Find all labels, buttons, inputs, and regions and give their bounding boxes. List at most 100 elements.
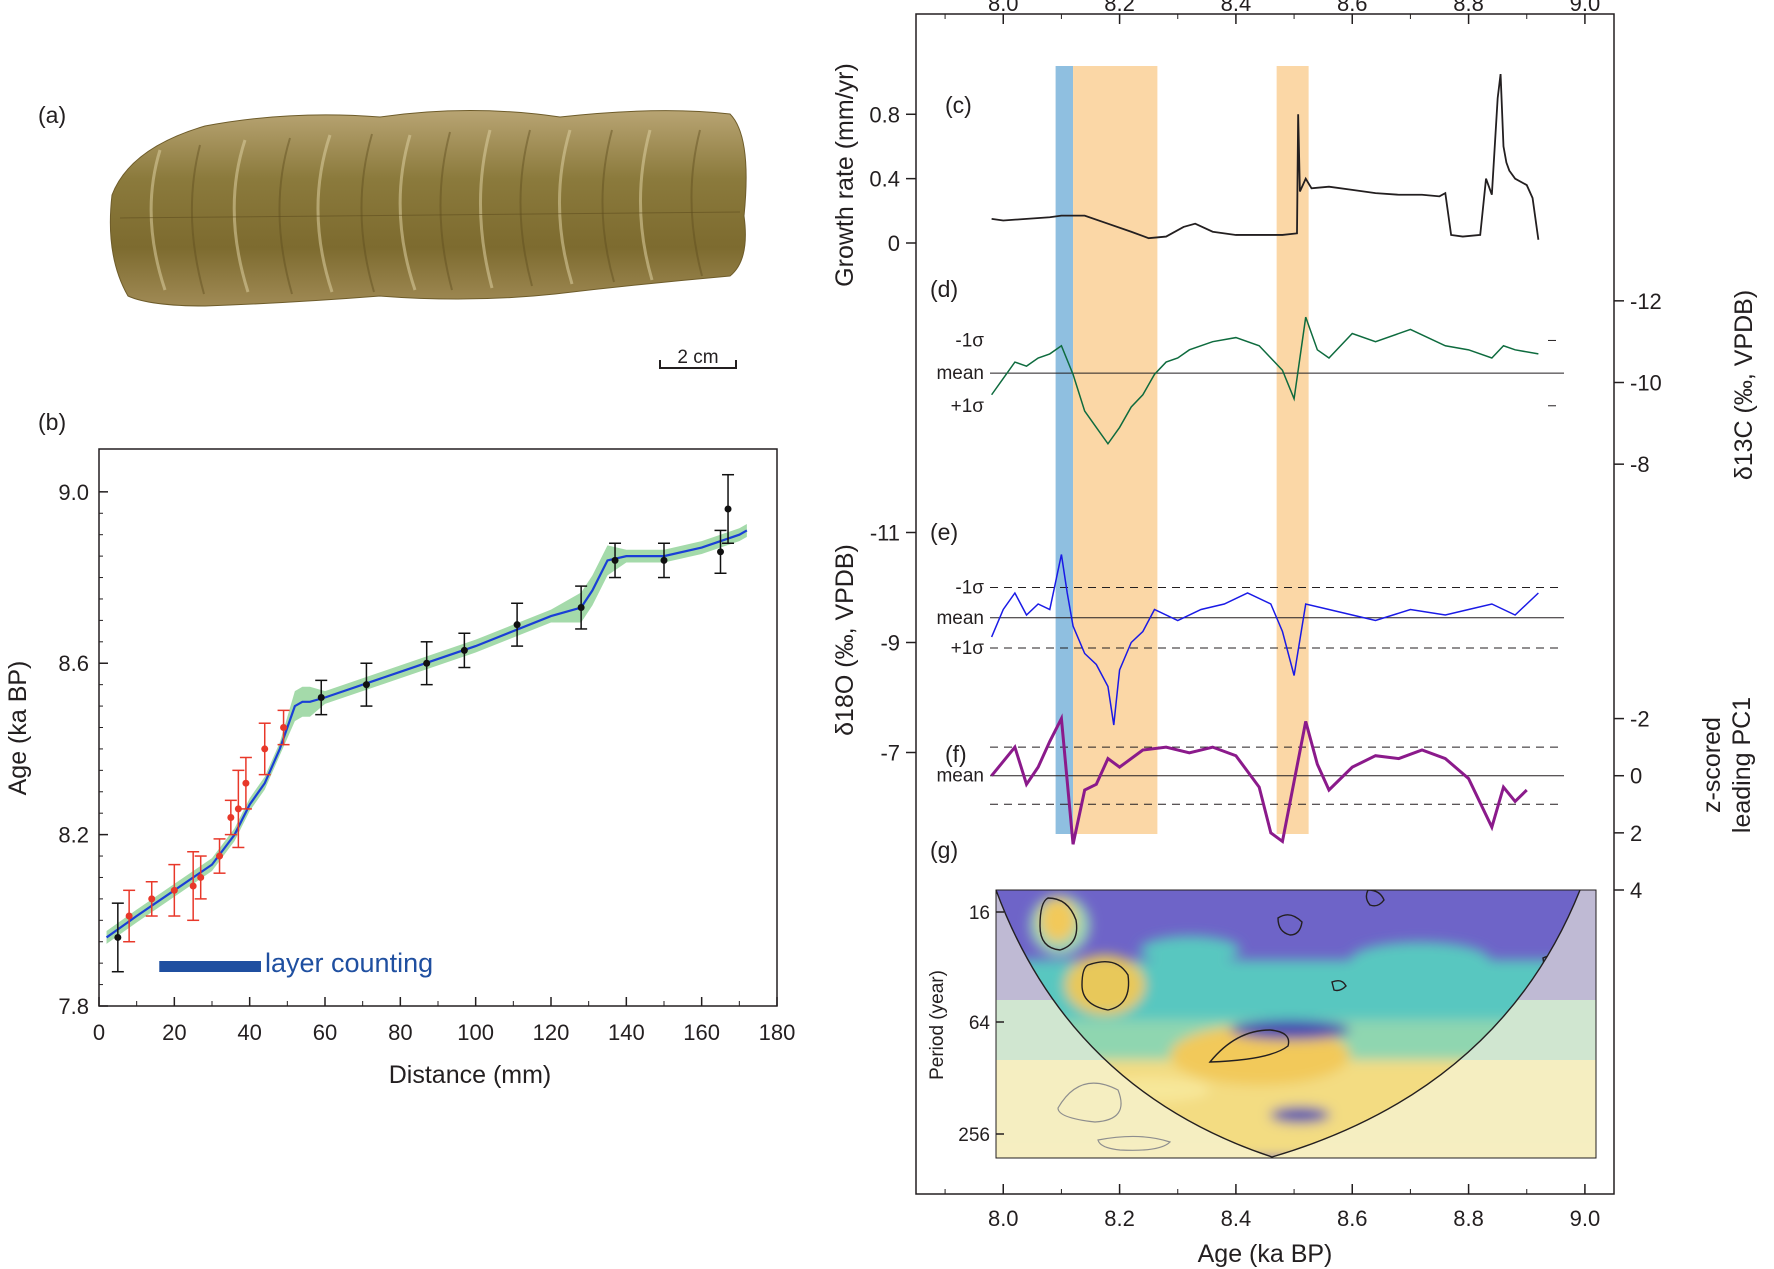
age-model-uncertainty xyxy=(106,523,747,944)
layer-counting-label: layer counting xyxy=(265,948,433,978)
layer-point xyxy=(216,852,224,860)
dated-point xyxy=(577,604,585,612)
y-tick-label: 0 xyxy=(888,231,900,256)
y-tick-label: -8 xyxy=(1630,452,1650,477)
age-model-line xyxy=(105,529,748,939)
top-x-tick-label: 8.0 xyxy=(988,0,1019,16)
y-tick-label: 0.4 xyxy=(869,167,900,192)
y-tick-label-b: 9.0 xyxy=(58,480,89,505)
shaded-interval-orange-2 xyxy=(1276,66,1309,834)
y-tick-label: 4 xyxy=(1630,878,1642,903)
y-tick-label-b: 7.8 xyxy=(58,994,89,1019)
layer-point xyxy=(189,882,197,890)
top-x-tick-label: 8.4 xyxy=(1221,0,1252,16)
mean-label: mean xyxy=(936,363,984,384)
minus-sigma-label: -1σ xyxy=(955,578,984,599)
wavelet-power-spectrum xyxy=(995,889,1597,1159)
y-axis-label-d: δ13C (‰, VPDB) xyxy=(1730,290,1758,480)
y-tick-label-b: 8.2 xyxy=(58,823,89,848)
age-model-chart: 0 20 40 60 80 100 120 140 160 180 7.8 8.2 8.6 9.0 la… xyxy=(4,448,795,1089)
y-tick-label-g: 256 xyxy=(958,1125,990,1146)
panel-label-g: (g) xyxy=(930,837,958,863)
plus-sigma-label: +1σ xyxy=(951,396,985,417)
y-tick-label-g: 16 xyxy=(969,903,990,924)
time-series-stack: 8.0 8.2 8.4 8.6 8.8 9.0 8.0 8.2 8.4 8.6 8.8 9.0 (c… xyxy=(831,0,1758,1268)
layer-point xyxy=(227,813,235,821)
x-tick-label-b: 80 xyxy=(388,1020,412,1045)
bottom-x-tick-label: 8.0 xyxy=(988,1206,1019,1231)
layer-point xyxy=(242,779,250,787)
x-tick-label-b: 20 xyxy=(162,1020,186,1045)
layer-point xyxy=(234,805,242,813)
bottom-x-tick-label: 8.4 xyxy=(1221,1206,1252,1231)
layer-point xyxy=(125,912,133,920)
dated-point xyxy=(611,556,619,564)
x-tick-label-b: 100 xyxy=(457,1020,494,1045)
x-tick-label-b: 60 xyxy=(313,1020,337,1045)
x-axis-label-g: Age (ka BP) xyxy=(1198,1240,1333,1268)
d18o-line xyxy=(990,554,1539,726)
y-tick-label: -10 xyxy=(1630,371,1662,396)
x-axis-label-b: Distance (mm) xyxy=(389,1061,552,1089)
y-tick-label: 0 xyxy=(1630,764,1642,789)
layer-point xyxy=(148,895,156,903)
bottom-x-tick-label: 8.8 xyxy=(1453,1206,1484,1231)
dated-point xyxy=(317,694,325,702)
y-tick-label-g: 64 xyxy=(969,1013,991,1034)
minus-sigma-label: -1σ xyxy=(955,330,984,351)
d13c-line xyxy=(991,316,1539,446)
y-tick-label: -2 xyxy=(1630,707,1650,732)
y-axis-label-b: Age (ka BP) xyxy=(4,661,32,796)
mean-label: mean xyxy=(936,608,984,629)
y-tick-label-b: 8.6 xyxy=(58,651,89,676)
panel-label-f: (f) xyxy=(945,741,967,767)
y-tick-label: 0.8 xyxy=(869,102,900,127)
x-tick-label-b: 120 xyxy=(533,1020,570,1045)
panel-label-e: (e) xyxy=(930,519,958,545)
y-axis-label-f: z-scoredleading PC1 xyxy=(1698,697,1756,833)
panel-label-a: (a) xyxy=(38,102,66,128)
y-tick-label: -12 xyxy=(1630,289,1662,314)
layer-point xyxy=(261,745,269,753)
x-tick-label-b: 40 xyxy=(237,1020,261,1045)
y-axis-label-c: Growth rate (mm/yr) xyxy=(831,63,859,287)
panel-label-c: (c) xyxy=(945,92,972,118)
dated-point xyxy=(114,933,122,941)
x-tick-label-b: 140 xyxy=(608,1020,645,1045)
stack-frame xyxy=(915,13,1615,1195)
panel-label-b: (b) xyxy=(38,409,66,435)
scale-bar-label: 2 cm xyxy=(677,347,718,368)
cone-of-influence xyxy=(995,889,1581,1158)
pc1-line xyxy=(990,713,1528,845)
x-tick-label-b: 0 xyxy=(93,1020,105,1045)
y-tick-label: -11 xyxy=(870,521,900,546)
bottom-x-tick-label: 8.2 xyxy=(1104,1206,1135,1231)
top-x-tick-label: 9.0 xyxy=(1570,0,1601,16)
x-tick-label-b: 160 xyxy=(683,1020,720,1045)
dated-point xyxy=(513,621,521,629)
top-x-tick-label: 8.8 xyxy=(1453,0,1484,16)
plus-sigma-label: +1σ xyxy=(951,638,985,659)
y-tick-label: -7 xyxy=(880,741,900,766)
dated-point xyxy=(460,646,468,654)
dated-point xyxy=(660,556,668,564)
y-axis-label-e: δ18O (‰, VPDB) xyxy=(831,544,859,736)
layer-point xyxy=(280,724,288,731)
bottom-x-tick-label: 9.0 xyxy=(1570,1206,1601,1231)
layer-point xyxy=(170,886,178,894)
dated-point xyxy=(724,505,732,513)
y-tick-label: 2 xyxy=(1630,821,1642,846)
layer-counting-bar xyxy=(159,961,261,972)
scale-bar: 2 cm xyxy=(659,347,737,369)
growth-rate-line xyxy=(991,73,1540,240)
dated-point xyxy=(717,548,724,556)
dated-point xyxy=(362,681,370,689)
mean-label: mean xyxy=(936,766,984,787)
wavelet-frame xyxy=(995,889,1597,1159)
shaded-interval-blue xyxy=(1055,66,1074,834)
top-x-tick-label: 8.2 xyxy=(1104,0,1135,16)
plot-frame-b xyxy=(98,448,778,1007)
panel-label-d: (d) xyxy=(930,276,958,302)
dated-point xyxy=(423,659,431,667)
